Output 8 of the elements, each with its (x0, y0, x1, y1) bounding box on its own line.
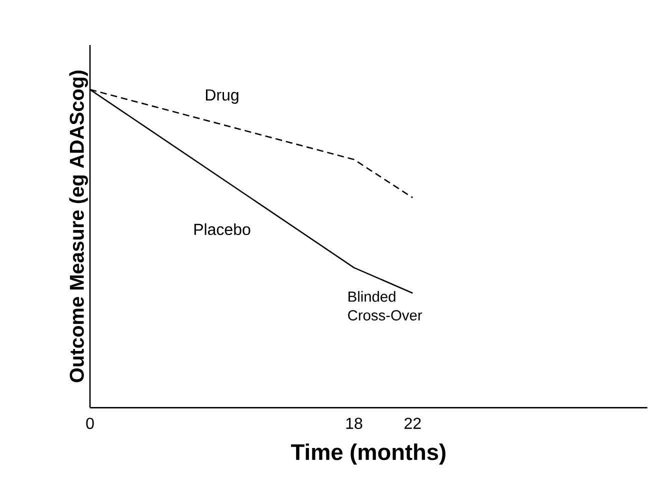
x-tick-label: 18 (346, 418, 362, 430)
x-axis-title: Time (months) (291, 444, 446, 465)
x-tick-label: 0 (86, 418, 94, 430)
series-label: Placebo (194, 223, 250, 236)
annotation: Blinded Cross-Over (348, 291, 422, 320)
y-axis-title: Outcome Measure (eg ADAScog) (69, 70, 88, 382)
x-tick-label: 22 (404, 418, 421, 429)
series-label: Drug (206, 89, 238, 104)
